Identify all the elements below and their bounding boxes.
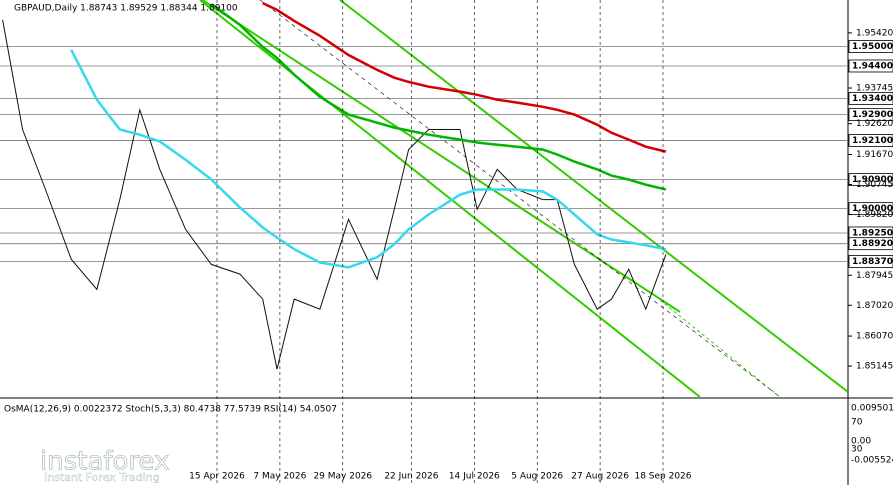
indicator-title: OsMA(12,26,9) 0.0022372 Stoch(5,3,3) 80.…	[4, 405, 337, 415]
level-label: 1.88370	[852, 257, 893, 267]
series-line	[2, 19, 667, 370]
y-tick-label: 1.86070	[856, 332, 893, 342]
y-tick-label: 1.85145	[856, 362, 893, 372]
level-label: 1.92900	[852, 110, 893, 120]
y-tick-label: 1.87020	[856, 301, 893, 311]
x-tick-label: 5 Aug 2026	[511, 472, 563, 482]
level-label: 1.90900	[852, 175, 893, 185]
main-pane	[0, 0, 848, 397]
chart-title: GBPAUD,Daily 1.88743 1.89529 1.88344 1.8…	[14, 4, 238, 14]
channel-line	[339, 0, 848, 393]
indicator-label: 30	[851, 445, 863, 455]
level-label: 1.95000	[852, 42, 893, 52]
channel-line	[200, 0, 681, 313]
y-tick-label: 1.87945	[856, 271, 893, 281]
level-box	[848, 92, 893, 105]
level-box	[848, 134, 893, 147]
level-label: 1.92100	[852, 136, 893, 146]
level-label: 1.93400	[852, 94, 893, 104]
indicator-label: -0.005524	[851, 456, 893, 466]
y-tick-label: 1.92620	[856, 119, 893, 129]
y-tick-label: 1.95420	[856, 28, 893, 38]
x-tick-label: 15 Apr 2026	[189, 472, 245, 482]
level-box	[848, 173, 893, 186]
level-box	[848, 237, 893, 251]
series-line	[70, 49, 667, 269]
x-tick-label: 29 May 2026	[313, 472, 372, 482]
indicator-label: 70	[851, 418, 863, 428]
level-label: 1.90000	[852, 204, 893, 214]
level-label: 1.89250	[852, 228, 893, 238]
series-line	[210, 3, 667, 191]
level-label: 1.94400	[852, 61, 893, 71]
y-tick-label: 1.93745	[856, 84, 893, 94]
level-box	[848, 202, 893, 216]
logo-tagline: Instant Forex Trading	[44, 471, 160, 484]
y-tick-label: 1.89820	[856, 210, 893, 220]
indicator-label: 0.0095016	[851, 404, 893, 414]
y-tick-label: 1.90745	[856, 180, 893, 190]
trend-line	[659, 299, 781, 397]
x-tick-label: 27 Aug 2026	[571, 472, 629, 482]
x-tick-label: 18 Sep 2026	[634, 472, 691, 482]
x-tick-label: 7 May 2026	[253, 472, 306, 482]
level-box	[848, 255, 893, 268]
indicator-label: 0.00	[851, 437, 871, 447]
y-tick-label: 1.91670	[856, 150, 893, 160]
level-box	[848, 108, 893, 122]
x-tick-label: 14 Jul 2026	[449, 472, 500, 482]
series-line	[262, 1, 667, 153]
level-box	[848, 40, 893, 53]
trend-line	[259, 0, 781, 397]
logo-text: instaforex	[40, 447, 169, 477]
level-box	[848, 59, 893, 73]
x-tick-label: 22 Jun 2026	[384, 472, 438, 482]
level-label: 1.88920	[852, 239, 893, 249]
